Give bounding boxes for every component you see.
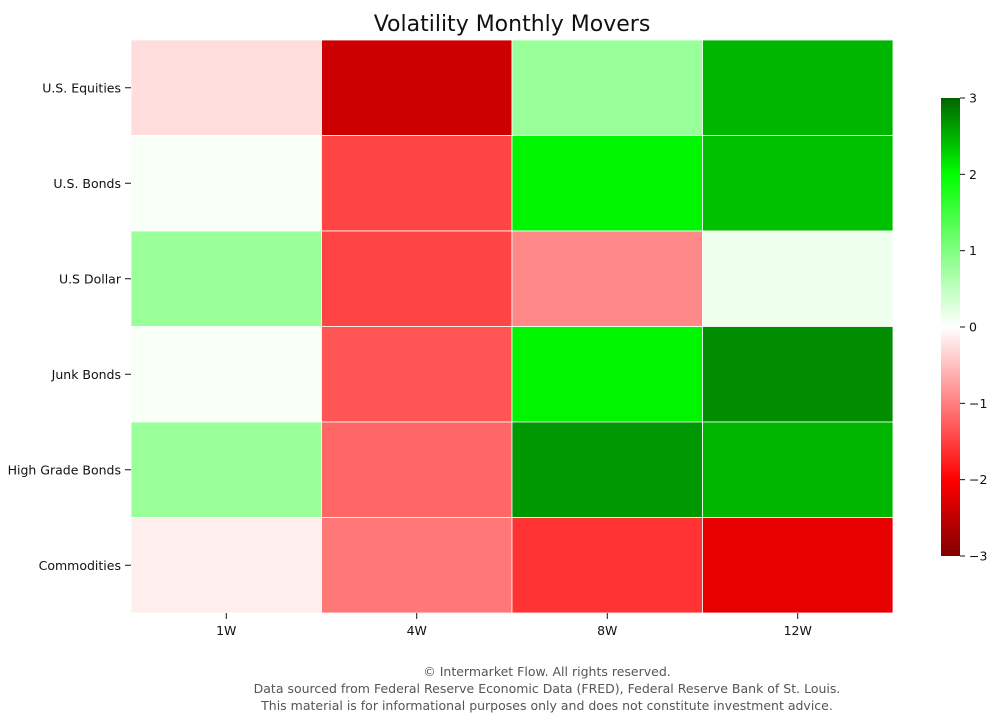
heatmap-cell bbox=[321, 421, 513, 518]
heatmap-cell bbox=[321, 39, 513, 136]
heatmap-cell bbox=[702, 326, 894, 423]
column-labels: 1W 4W 8W 12W bbox=[216, 613, 812, 638]
row-label: U.S. Equities bbox=[42, 80, 121, 95]
column-label: 12W bbox=[784, 623, 812, 638]
colorbar-tick-label: 2 bbox=[969, 167, 977, 182]
footer-source: Data sourced from Federal Reserve Econom… bbox=[254, 681, 841, 696]
chart-title: Volatility Monthly Movers bbox=[374, 12, 651, 37]
column-label: 4W bbox=[407, 623, 427, 638]
footer-disclaimer: This material is for informational purpo… bbox=[260, 698, 833, 713]
colorbar-ticks: −3 −2 −1 0 1 2 3 bbox=[960, 91, 987, 564]
heatmap-cell bbox=[321, 230, 513, 327]
footer-copyright: © Intermarket Flow. All rights reserved. bbox=[423, 664, 670, 679]
column-label: 8W bbox=[597, 623, 617, 638]
heatmap-cell bbox=[321, 517, 513, 614]
heatmap-cell bbox=[511, 517, 703, 614]
colorbar-tick-label: 1 bbox=[969, 243, 977, 258]
heatmap-cell bbox=[511, 230, 703, 327]
column-label: 1W bbox=[216, 623, 236, 638]
row-label: Commodities bbox=[39, 558, 121, 573]
heatmap-cell bbox=[321, 135, 513, 232]
heatmap-cell bbox=[702, 517, 894, 614]
row-label: U.S Dollar bbox=[59, 271, 122, 286]
heatmap-cell bbox=[130, 421, 322, 518]
heatmap-cell bbox=[702, 421, 894, 518]
heatmap-cell bbox=[511, 326, 703, 423]
heatmap-cell bbox=[511, 421, 703, 518]
heatmap-cell bbox=[130, 326, 322, 423]
colorbar: −3 −2 −1 0 1 2 3 bbox=[941, 91, 987, 564]
heatmap-cell bbox=[321, 326, 513, 423]
row-label: Junk Bonds bbox=[51, 367, 121, 382]
heatmap-cell bbox=[511, 39, 703, 136]
heatmap-cells bbox=[130, 39, 894, 614]
colorbar-tick-label: 3 bbox=[969, 91, 977, 106]
colorbar-tick-label: −2 bbox=[969, 472, 987, 487]
heatmap-cell bbox=[130, 135, 322, 232]
heatmap-cell bbox=[130, 230, 322, 327]
colorbar-tick-label: −3 bbox=[969, 549, 987, 564]
row-label: High Grade Bonds bbox=[8, 462, 121, 477]
heatmap-cell bbox=[511, 135, 703, 232]
colorbar-tick-label: −1 bbox=[969, 396, 987, 411]
colorbar-gradient bbox=[941, 98, 960, 556]
heatmap-cell bbox=[130, 517, 322, 614]
colorbar-tick-label: 0 bbox=[969, 320, 977, 335]
row-label: U.S. Bonds bbox=[53, 176, 121, 191]
heatmap-cell bbox=[130, 39, 322, 136]
heatmap-cell bbox=[702, 230, 894, 327]
row-labels: U.S. Equities U.S. Bonds U.S Dollar Junk Bo… bbox=[8, 80, 131, 573]
heatmap-cell bbox=[702, 39, 894, 136]
heatmap-cell bbox=[702, 135, 894, 232]
